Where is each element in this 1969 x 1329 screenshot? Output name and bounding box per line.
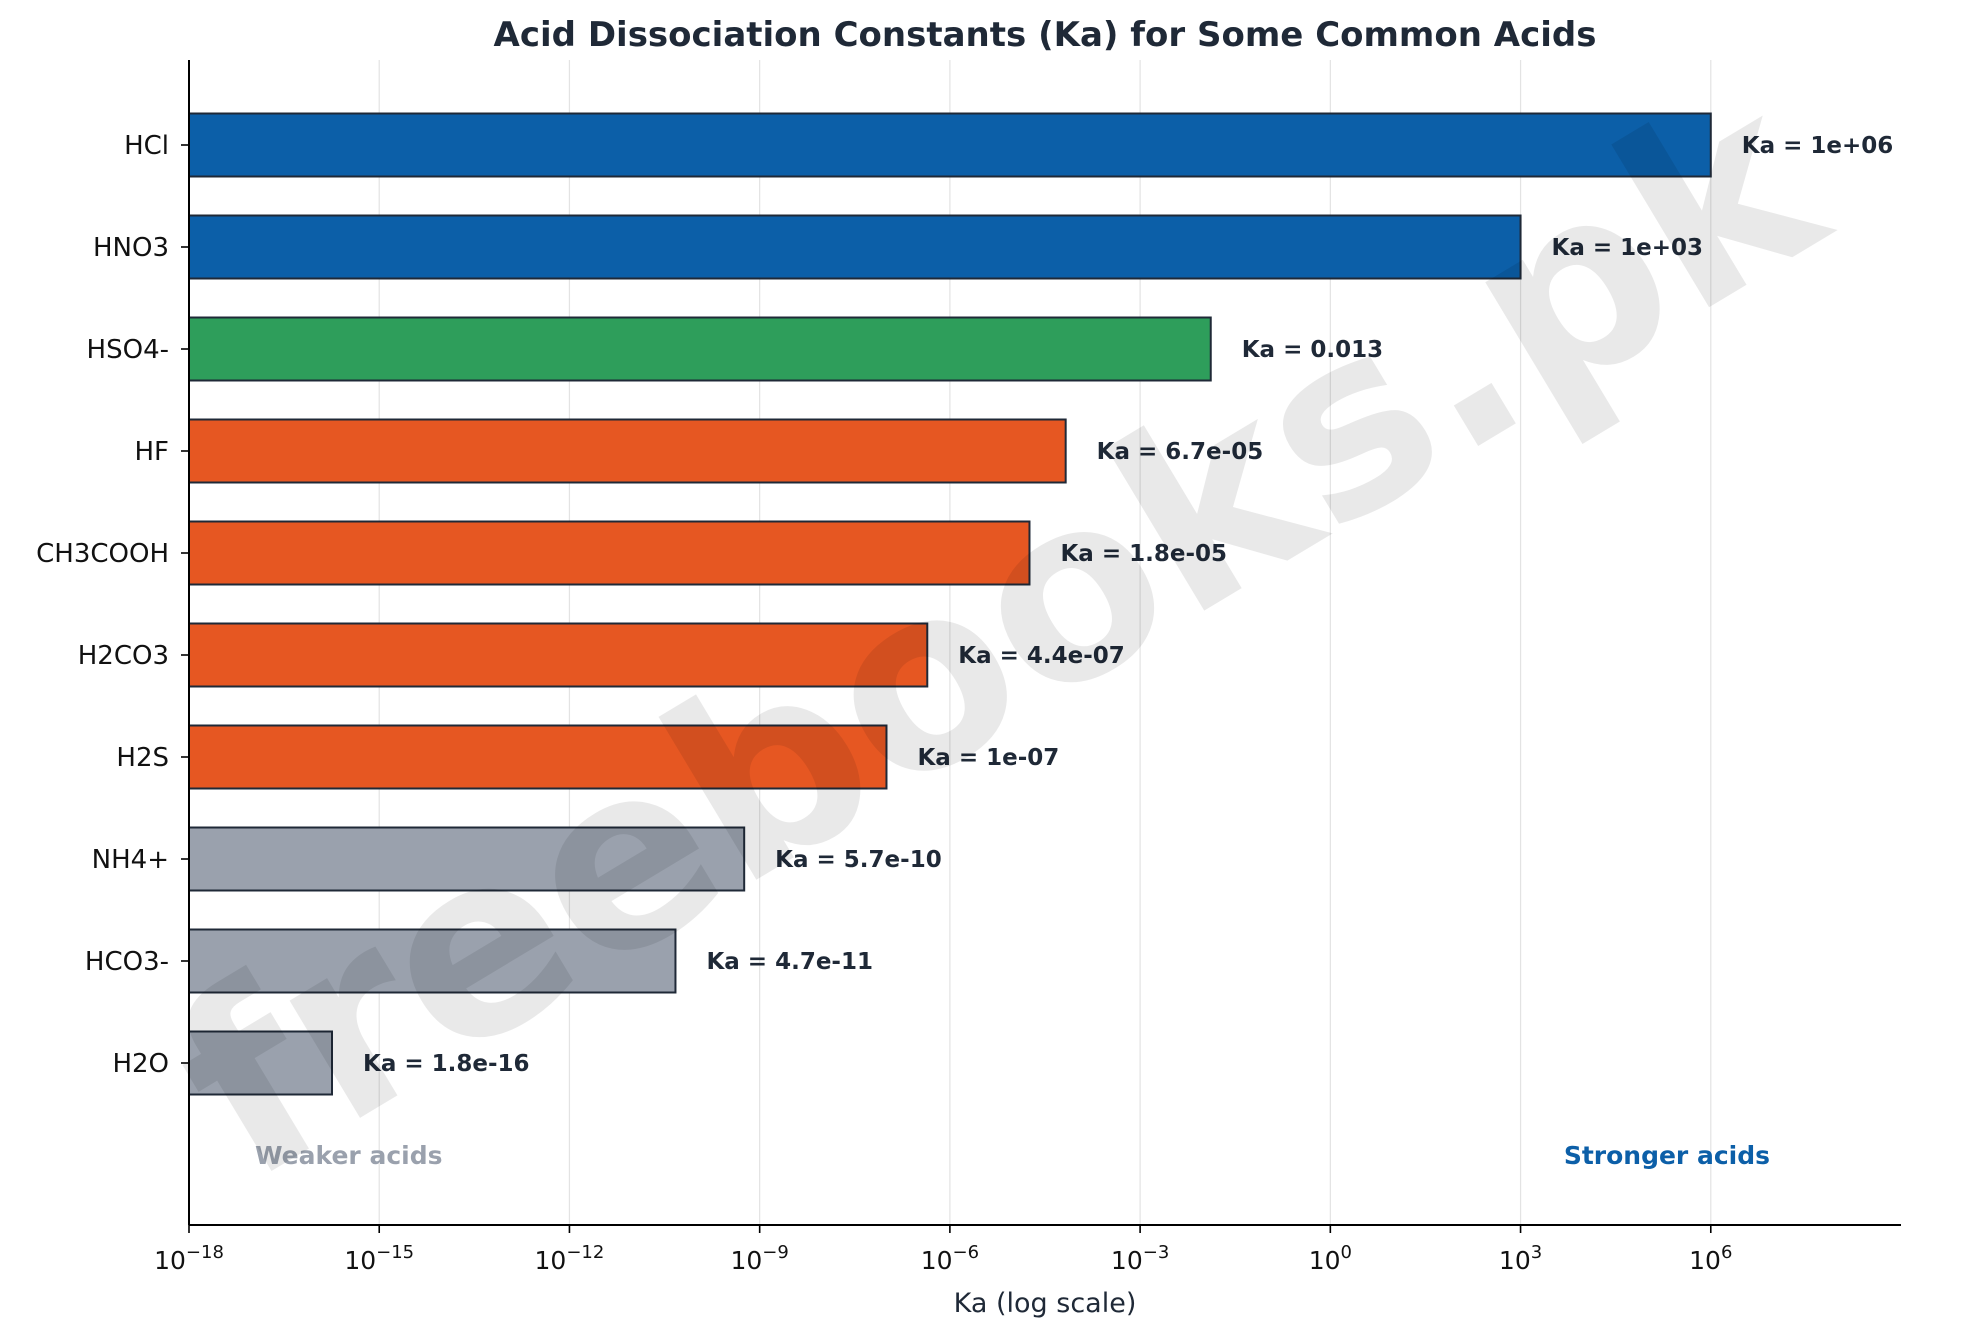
bar-nh4- xyxy=(188,826,746,892)
x-tick-layer: 10−18 10−15 10−12 10−9 10−6 10−3 100 103 106 xyxy=(154,1225,1732,1275)
bars-layer xyxy=(188,112,1712,1096)
bar-h2o xyxy=(188,1030,334,1096)
data-label: Ka = 1e+06 xyxy=(1742,133,1894,159)
y-tick-label: HF xyxy=(134,437,169,467)
x-tick-label: 10−6 xyxy=(921,1242,979,1275)
data-label: Ka = 6.7e-05 xyxy=(1097,439,1264,465)
data-label: Ka = 0.013 xyxy=(1242,337,1383,363)
chart-title: Acid Dissociation Constants (Ka) for Som… xyxy=(494,15,1597,55)
bar-hf xyxy=(188,418,1067,484)
data-label: Ka = 5.7e-10 xyxy=(775,847,942,873)
data-label: Ka = 4.4e-07 xyxy=(958,643,1125,669)
y-tick-label: H2O xyxy=(112,1049,169,1079)
bar-h2s xyxy=(188,724,888,790)
x-tick-label: 10−9 xyxy=(730,1242,788,1275)
data-label: Ka = 1e+03 xyxy=(1552,235,1704,261)
y-tick-label: H2CO3 xyxy=(78,641,169,671)
x-tick-label: 10−15 xyxy=(344,1242,414,1275)
y-tick-layer: HCl HNO3 HSO4- HF CH3COOH H2CO3 H2S NH4+ HCO3- H2… xyxy=(36,131,189,1079)
y-tick-label: HCl xyxy=(124,131,169,161)
weaker-acids-annotation: Weaker acids xyxy=(255,1141,443,1170)
y-tick-label: NH4+ xyxy=(92,845,169,875)
data-label: Ka = 4.7e-11 xyxy=(706,949,873,975)
y-tick-label: CH3COOH xyxy=(36,539,169,569)
data-label: Ka = 1.8e-05 xyxy=(1060,541,1227,567)
data-label: Ka = 1.8e-16 xyxy=(363,1051,530,1077)
bar-ch3cooh xyxy=(188,520,1031,586)
x-axis-title: Ka (log scale) xyxy=(954,1288,1137,1319)
data-label: Ka = 1e-07 xyxy=(917,745,1059,771)
y-tick-label: HCO3- xyxy=(85,947,169,977)
stronger-acids-annotation: Stronger acids xyxy=(1564,1141,1770,1170)
x-tick-label: 106 xyxy=(1689,1242,1732,1275)
data-labels-layer: Ka = 1e+06 Ka = 1e+03 Ka = 0.013 Ka = 6.7e-… xyxy=(363,133,1893,1077)
bar-hso4- xyxy=(188,316,1212,382)
x-tick-label: 103 xyxy=(1499,1242,1542,1275)
x-tick-label: 10−18 xyxy=(154,1242,224,1275)
x-tick-label: 10−3 xyxy=(1111,1242,1169,1275)
bar-hno3 xyxy=(188,214,1522,280)
x-tick-label: 100 xyxy=(1309,1242,1352,1275)
y-tick-label: H2S xyxy=(116,743,169,773)
x-tick-label: 10−12 xyxy=(535,1242,605,1275)
bar-hcl xyxy=(188,112,1712,178)
y-tick-label: HNO3 xyxy=(93,233,169,263)
y-tick-label: HSO4- xyxy=(87,335,169,365)
bar-h2co3 xyxy=(188,622,929,688)
